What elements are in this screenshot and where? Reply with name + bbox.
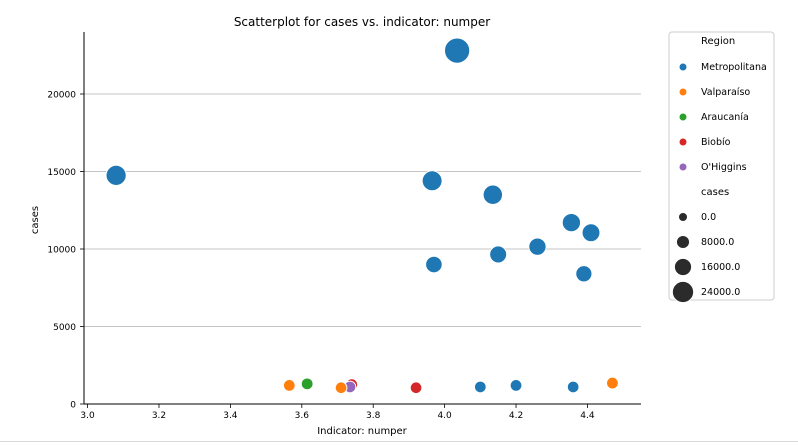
- legend-size-label: 24000.0: [701, 287, 740, 298]
- data-point: [473, 380, 487, 394]
- grid-lines: [84, 93, 641, 327]
- x-tick-label: 3.2: [152, 411, 166, 421]
- legend-size-title: cases: [701, 187, 729, 198]
- data-point: [489, 245, 508, 264]
- data-points: [105, 37, 619, 395]
- legend: Region cases Metropolitana Valparaíso Arau…: [668, 31, 775, 304]
- data-point: [334, 381, 348, 395]
- data-point: [528, 237, 547, 256]
- legend-size-marker: [673, 257, 693, 277]
- data-point: [482, 184, 504, 205]
- data-point: [509, 379, 523, 392]
- page-bottom-rule: [0, 441, 798, 442]
- legend-marker-3: [679, 113, 687, 121]
- y-tick-label: 0: [70, 401, 76, 411]
- legend-marker-2: [679, 88, 687, 96]
- legend-size-label: 16000.0: [701, 262, 740, 273]
- legend-label-3: Araucanía: [701, 112, 749, 123]
- data-point: [581, 223, 601, 243]
- x-tick-label: 3.8: [366, 411, 381, 421]
- x-axis-label: Indicator: numper: [317, 426, 407, 437]
- data-point: [606, 376, 619, 390]
- y-tick-label: 20000: [47, 91, 76, 101]
- legend-size-marker: [671, 280, 695, 304]
- x-tick-label: 4.4: [580, 411, 595, 421]
- legend-frame: [668, 31, 775, 301]
- legend-label-4: Biobío: [701, 137, 731, 148]
- data-point: [561, 212, 582, 233]
- axes: [80, 32, 641, 408]
- legend-size-marker: [677, 211, 689, 223]
- legend-hue-title: Region: [701, 36, 735, 47]
- legend-size-marker: [675, 234, 691, 250]
- data-point: [575, 265, 593, 283]
- data-point: [300, 377, 314, 391]
- data-point: [425, 255, 443, 274]
- x-tick-label: 3.6: [295, 411, 310, 421]
- legend-label-1: Metropolitana: [701, 62, 767, 73]
- y-tick-label: 5000: [53, 323, 76, 333]
- x-tick-label: 4.0: [437, 411, 452, 421]
- chart-title: Scatterplot for cases vs. indicator: num…: [234, 15, 490, 29]
- data-point: [282, 379, 296, 392]
- legend-size-label: 0.0: [701, 212, 716, 223]
- data-point: [566, 380, 580, 394]
- x-tick-label: 4.2: [509, 411, 523, 421]
- legend-marker-4: [679, 138, 687, 146]
- x-tick-label: 3.4: [223, 411, 238, 421]
- data-point: [409, 381, 423, 395]
- x-tick-label: 3.0: [80, 411, 95, 421]
- data-point: [421, 170, 443, 192]
- data-point: [105, 164, 127, 186]
- legend-label-2: Valparaíso: [701, 87, 750, 98]
- legend-marker-1: [679, 63, 687, 71]
- legend-marker-5: [679, 163, 687, 171]
- legend-label-5: O'Higgins: [701, 162, 747, 173]
- y-tick-label: 10000: [47, 246, 76, 256]
- data-point: [443, 37, 471, 64]
- y-tick-label: 15000: [47, 168, 76, 178]
- y-axis-label: cases: [30, 206, 41, 234]
- tick-labels: 0 5000 10000 15000 20000 3.0 3.2 3.4 3.6 3.8 4.0 4.…: [47, 91, 595, 422]
- legend-size-label: 8000.0: [701, 237, 734, 248]
